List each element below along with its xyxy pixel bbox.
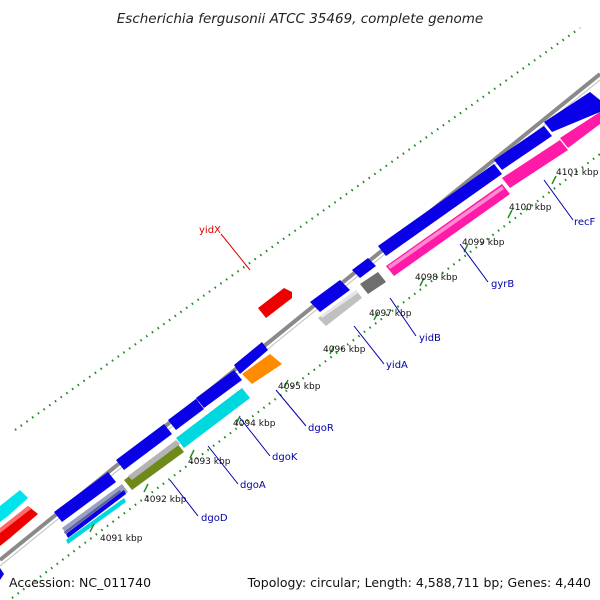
feature-blue-bottom-edge (0, 568, 4, 580)
gene-label-dgoK: dgoK (272, 452, 298, 463)
scale-label-4091: 4091 kbp (100, 534, 143, 544)
feature-magenta-gyrB (386, 184, 510, 276)
scale-label-4094: 4094 kbp (233, 419, 276, 429)
gene-label-yidA: yidA (386, 360, 408, 371)
feature-reverse-cds-lower (62, 354, 282, 544)
feature-dark-gray-yidB (360, 272, 386, 294)
gene-label-yidX: yidX (199, 225, 221, 236)
scale-label-4099: 4099 kbp (462, 238, 505, 248)
genome-summary: Topology: circular; Length: 4,588,711 bp… (247, 575, 591, 590)
feature-forward-cds-upper (494, 92, 600, 170)
feature-forward-cds-lower (54, 342, 268, 522)
scale-label-4101: 4101 kbp (556, 168, 599, 178)
scale-label-4096: 4096 kbp (323, 345, 366, 355)
scale-label-4098: 4098 kbp (415, 273, 458, 283)
feature-red-far-left (0, 506, 38, 546)
gene-label-leaders (169, 179, 574, 517)
gene-labels: yidX recF gyrB yidB yidA dgoR dgoK dgoA … (199, 217, 596, 524)
feature-forward-cds-middle (310, 164, 502, 312)
dotted-scale-outer (14, 27, 581, 431)
scale-label-4095: 4095 kbp (278, 382, 321, 392)
gene-label-dgoR: dgoR (308, 423, 334, 434)
feature-magenta-recF (502, 112, 600, 188)
scale-labels: 4091 kbp 4092 kbp 4093 kbp 4094 kbp 4095… (100, 168, 599, 544)
scale-label-4097: 4097 kbp (369, 309, 412, 319)
feature-yidX-red (258, 288, 292, 318)
scale-label-4100: 4100 kbp (509, 203, 552, 213)
gene-label-dgoD: dgoD (201, 513, 228, 524)
dotted-scale-inner (11, 153, 600, 599)
gene-label-gyrB: gyrB (491, 279, 514, 290)
gene-label-recF: recF (574, 217, 596, 228)
map-title: Escherichia fergusonii ATCC 35469, compl… (117, 11, 483, 27)
scale-label-4093: 4093 kbp (188, 457, 231, 467)
feature-cyan-far-left (0, 490, 28, 522)
gene-label-yidB: yidB (419, 333, 441, 344)
gene-label-dgoA: dgoA (240, 480, 266, 491)
feature-gray-yidA (318, 290, 362, 326)
accession-label: Accession: NC_011740 (9, 575, 151, 590)
scale-label-4092: 4092 kbp (144, 495, 187, 505)
